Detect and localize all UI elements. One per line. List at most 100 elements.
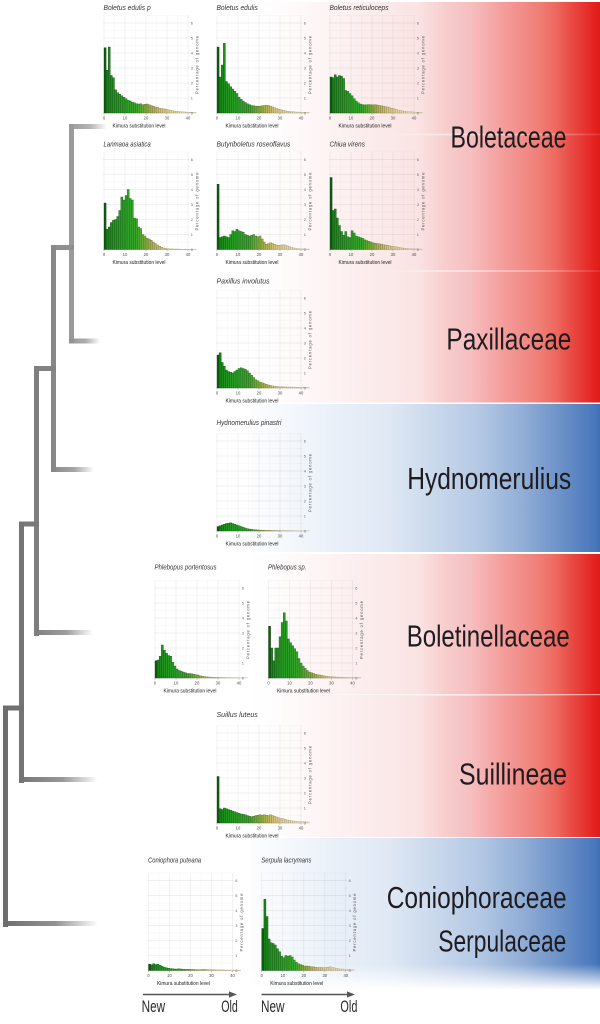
svg-text:Boletus edulis: Boletus edulis — [217, 3, 258, 12]
svg-text:6: 6 — [191, 21, 193, 26]
svg-text:1: 1 — [355, 661, 357, 666]
svg-text:6: 6 — [235, 878, 237, 883]
svg-text:40: 40 — [299, 826, 304, 831]
svg-text:Coniophoraceae: Coniophoraceae — [387, 880, 567, 915]
svg-text:Old: Old — [221, 998, 238, 1016]
svg-text:40: 40 — [412, 252, 417, 257]
svg-text:3: 3 — [417, 66, 419, 71]
svg-text:20: 20 — [301, 973, 306, 978]
svg-text:Boletaceae: Boletaceae — [451, 120, 567, 155]
svg-text:30: 30 — [278, 252, 283, 257]
svg-text:3: 3 — [304, 66, 306, 71]
svg-text:2: 2 — [417, 217, 419, 222]
svg-text:40: 40 — [343, 973, 348, 978]
svg-text:20: 20 — [370, 116, 375, 121]
svg-text:Kimura substitution level: Kimura substitution level — [113, 124, 166, 130]
svg-text:Kimura substitution level: Kimura substitution level — [226, 542, 279, 548]
svg-text:Percentage of genome: Percentage of genome — [352, 893, 357, 952]
svg-text:5: 5 — [304, 311, 306, 316]
svg-text:Kimura substitution level: Kimura substitution level — [226, 260, 279, 266]
svg-text:6: 6 — [304, 296, 306, 301]
svg-text:6: 6 — [304, 731, 306, 736]
svg-text:3: 3 — [191, 66, 193, 71]
svg-text:5: 5 — [355, 601, 357, 606]
svg-text:Suillus luteus: Suillus luteus — [217, 710, 258, 719]
svg-text:5: 5 — [304, 36, 306, 41]
svg-text:1: 1 — [417, 232, 419, 237]
svg-text:40: 40 — [299, 116, 304, 121]
svg-text:3: 3 — [242, 631, 244, 636]
svg-text:1: 1 — [242, 661, 244, 666]
svg-text:3: 3 — [191, 202, 193, 207]
svg-text:20: 20 — [144, 116, 149, 121]
svg-text:5: 5 — [191, 36, 193, 41]
svg-text:30: 30 — [278, 116, 283, 121]
svg-text:Percentage of genome: Percentage of genome — [421, 35, 426, 94]
svg-text:3: 3 — [304, 341, 306, 346]
svg-text:20: 20 — [257, 534, 262, 539]
svg-text:30: 30 — [216, 681, 221, 686]
svg-text:20: 20 — [308, 681, 313, 686]
svg-text:Serpulaceae: Serpulaceae — [438, 924, 566, 959]
svg-text:Kimura substitution level: Kimura substitution level — [339, 260, 392, 266]
svg-text:Coniophora puteana: Coniophora puteana — [148, 856, 201, 865]
svg-text:Hydnomerulius pinastri: Hydnomerulius pinastri — [217, 418, 282, 427]
svg-text:Kimura substitution level: Kimura substitution level — [339, 124, 392, 130]
svg-text:20: 20 — [257, 116, 262, 121]
svg-text:10: 10 — [287, 681, 292, 686]
svg-text:1: 1 — [191, 232, 193, 237]
svg-text:Percentage of genome: Percentage of genome — [246, 600, 251, 659]
svg-text:3: 3 — [235, 923, 237, 928]
svg-text:2: 2 — [304, 81, 306, 86]
svg-text:Kimura substitution level: Kimura substitution level — [113, 260, 166, 266]
svg-text:3: 3 — [304, 484, 306, 489]
svg-text:30: 30 — [165, 252, 170, 257]
svg-text:10: 10 — [236, 826, 241, 831]
svg-text:Chiua virens: Chiua virens — [330, 140, 366, 149]
svg-text:Percentage of genome: Percentage of genome — [239, 893, 244, 952]
svg-text:2: 2 — [242, 646, 244, 651]
svg-text:6: 6 — [242, 586, 244, 591]
svg-text:Kimura substitution level: Kimura substitution level — [226, 399, 279, 405]
svg-text:5: 5 — [242, 601, 244, 606]
svg-text:2: 2 — [304, 791, 306, 796]
svg-text:40: 40 — [350, 681, 355, 686]
svg-text:6: 6 — [304, 21, 306, 26]
svg-text:10: 10 — [167, 973, 172, 978]
svg-text:2: 2 — [304, 217, 306, 222]
svg-text:2: 2 — [191, 217, 193, 222]
svg-text:Paxillus involutus: Paxillus involutus — [217, 277, 270, 286]
svg-text:2: 2 — [304, 356, 306, 361]
svg-text:1: 1 — [417, 96, 419, 101]
svg-text:Percentage of genome: Percentage of genome — [308, 35, 313, 94]
svg-text:Kimura substitution level: Kimura substitution level — [164, 689, 217, 695]
svg-text:Percentage of genome: Percentage of genome — [195, 35, 200, 94]
svg-text:6: 6 — [417, 157, 419, 162]
svg-text:20: 20 — [144, 252, 149, 257]
svg-text:3: 3 — [304, 776, 306, 781]
svg-text:6: 6 — [355, 586, 357, 591]
svg-text:2: 2 — [355, 646, 357, 651]
svg-text:5: 5 — [191, 172, 193, 177]
svg-text:Lanmaoa asiatica: Lanmaoa asiatica — [104, 140, 151, 149]
svg-text:5: 5 — [349, 893, 351, 898]
svg-text:3: 3 — [355, 631, 357, 636]
svg-text:Kimura substitution level: Kimura substitution level — [277, 689, 330, 695]
svg-text:30: 30 — [391, 252, 396, 257]
svg-text:Serpula lacrymans: Serpula lacrymans — [261, 856, 311, 865]
svg-text:20: 20 — [257, 252, 262, 257]
svg-text:20: 20 — [195, 681, 200, 686]
svg-text:Kimura substitution level: Kimura substitution level — [226, 834, 279, 840]
svg-text:1: 1 — [349, 953, 351, 958]
svg-text:10: 10 — [236, 391, 241, 396]
svg-text:40: 40 — [299, 252, 304, 257]
svg-text:10: 10 — [236, 116, 241, 121]
svg-text:30: 30 — [329, 681, 334, 686]
svg-text:20: 20 — [257, 391, 262, 396]
svg-text:30: 30 — [278, 534, 283, 539]
svg-text:30: 30 — [278, 391, 283, 396]
svg-text:Hydnomerulius: Hydnomerulius — [407, 461, 571, 496]
svg-text:10: 10 — [236, 534, 241, 539]
svg-text:10: 10 — [174, 681, 179, 686]
svg-text:40: 40 — [186, 116, 191, 121]
